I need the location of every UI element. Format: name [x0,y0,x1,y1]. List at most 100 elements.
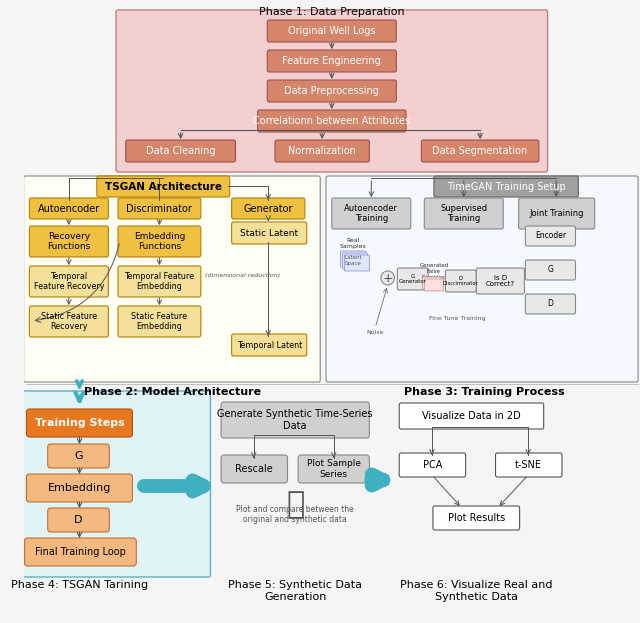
Text: Data Cleaning: Data Cleaning [146,146,215,156]
Text: Feature Engineering: Feature Engineering [282,56,381,66]
Text: Encoder: Encoder [535,232,566,240]
FancyBboxPatch shape [24,538,136,566]
FancyBboxPatch shape [424,198,503,229]
Text: Joint Training: Joint Training [529,209,584,218]
FancyBboxPatch shape [24,176,320,382]
FancyBboxPatch shape [116,10,548,172]
FancyBboxPatch shape [48,444,109,468]
FancyBboxPatch shape [118,266,201,297]
Text: Phase 1: Data Preparation: Phase 1: Data Preparation [259,7,404,17]
Text: TSGAN Architecture: TSGAN Architecture [105,181,222,191]
FancyBboxPatch shape [97,176,230,197]
Text: Static Feature
Recovery: Static Feature Recovery [41,312,97,331]
FancyBboxPatch shape [422,277,442,289]
Text: Embedding: Embedding [48,483,111,493]
Text: D: D [547,300,554,308]
FancyBboxPatch shape [399,453,466,477]
Text: Plot and compare between the
original and synthetic data: Plot and compare between the original an… [236,505,354,525]
FancyBboxPatch shape [26,474,132,502]
Text: Data Segmentation: Data Segmentation [433,146,528,156]
Text: Training Steps: Training Steps [35,418,124,428]
Text: Visualize Data in 2D: Visualize Data in 2D [422,411,521,421]
Text: ⌣: ⌣ [286,490,305,519]
FancyBboxPatch shape [29,198,108,219]
FancyBboxPatch shape [22,391,211,577]
Text: Temporal
Feature Recovery: Temporal Feature Recovery [34,272,104,291]
Text: Noise: Noise [366,330,384,335]
Text: PCA: PCA [423,460,442,470]
Text: D
Discriminator: D Discriminator [443,275,479,287]
Text: Plot Sample
Series: Plot Sample Series [307,459,361,478]
FancyBboxPatch shape [495,453,562,477]
FancyBboxPatch shape [397,268,428,290]
FancyBboxPatch shape [48,508,109,532]
FancyBboxPatch shape [29,306,108,337]
FancyBboxPatch shape [29,226,108,257]
Text: G: G [547,265,554,275]
FancyBboxPatch shape [332,198,411,229]
FancyBboxPatch shape [525,226,575,246]
Text: Phase 2: Model Architecture: Phase 2: Model Architecture [84,387,262,397]
Text: Static Latent: Static Latent [240,229,298,237]
Text: Phase 5: Synthetic Data
Generation: Phase 5: Synthetic Data Generation [228,580,362,602]
Text: Phase 4: TSGAN Tarining: Phase 4: TSGAN Tarining [11,580,148,590]
FancyBboxPatch shape [421,140,539,162]
Text: Correlationn between Attributes: Correlationn between Attributes [253,116,410,126]
Text: Normalization: Normalization [288,146,356,156]
FancyBboxPatch shape [232,222,307,244]
FancyBboxPatch shape [118,198,201,219]
Text: Autoencoder
Training: Autoencoder Training [344,204,398,223]
Text: G: G [74,451,83,461]
FancyBboxPatch shape [326,176,638,382]
Text: G
Generator: G Generator [399,273,427,285]
Text: Embedding
Functions: Embedding Functions [134,232,185,251]
Text: Phase 6: Visualize Real and
Synthetic Data: Phase 6: Visualize Real and Synthetic Da… [400,580,552,602]
Text: Temporal Latent: Temporal Latent [237,341,302,350]
FancyBboxPatch shape [232,334,307,356]
FancyBboxPatch shape [268,20,396,42]
FancyBboxPatch shape [258,110,406,132]
Text: Autoencoder: Autoencoder [38,204,100,214]
FancyBboxPatch shape [525,260,575,280]
FancyBboxPatch shape [118,306,201,337]
Text: Original Well Logs: Original Well Logs [288,26,376,36]
Text: Discriminator: Discriminator [127,204,193,214]
Text: Real
Samples: Real Samples [340,238,366,249]
Text: Supervised
Training: Supervised Training [440,204,487,223]
Text: Phase 3: Training Process: Phase 3: Training Process [404,387,564,397]
FancyBboxPatch shape [221,402,369,438]
Text: Fine Tune Training: Fine Tune Training [429,316,485,321]
FancyBboxPatch shape [433,506,520,530]
Text: +: + [382,272,393,285]
FancyBboxPatch shape [476,268,524,294]
FancyBboxPatch shape [340,251,365,267]
FancyBboxPatch shape [268,80,396,102]
Text: Rescale: Rescale [236,464,273,474]
FancyBboxPatch shape [399,403,544,429]
Text: Generate Synthetic Time-Series
Data: Generate Synthetic Time-Series Data [218,409,373,430]
FancyBboxPatch shape [525,294,575,314]
FancyBboxPatch shape [125,140,236,162]
FancyBboxPatch shape [424,279,444,291]
FancyBboxPatch shape [434,176,579,197]
Text: Generator: Generator [243,204,293,214]
FancyBboxPatch shape [298,455,369,483]
Text: Temporal Feature
Embedding: Temporal Feature Embedding [124,272,195,291]
Text: Data Preprocessing: Data Preprocessing [284,86,380,96]
FancyBboxPatch shape [344,255,369,271]
Text: D: D [74,515,83,525]
FancyBboxPatch shape [518,198,595,229]
Text: TimeGAN Training Setup: TimeGAN Training Setup [447,181,566,191]
FancyBboxPatch shape [26,409,132,437]
FancyBboxPatch shape [445,270,476,292]
Text: Static Feature
Embedding: Static Feature Embedding [131,312,188,331]
FancyBboxPatch shape [275,140,369,162]
FancyBboxPatch shape [29,266,108,297]
Text: Generated
False
Samples: Generated False Samples [419,263,449,280]
Text: Final Training Loop: Final Training Loop [35,547,126,557]
Text: Is D
Correct?: Is D Correct? [486,275,515,287]
Text: (dimensional reduction): (dimensional reduction) [205,272,280,277]
FancyBboxPatch shape [232,198,305,219]
Text: Plot Results: Plot Results [447,513,505,523]
FancyBboxPatch shape [118,226,201,257]
